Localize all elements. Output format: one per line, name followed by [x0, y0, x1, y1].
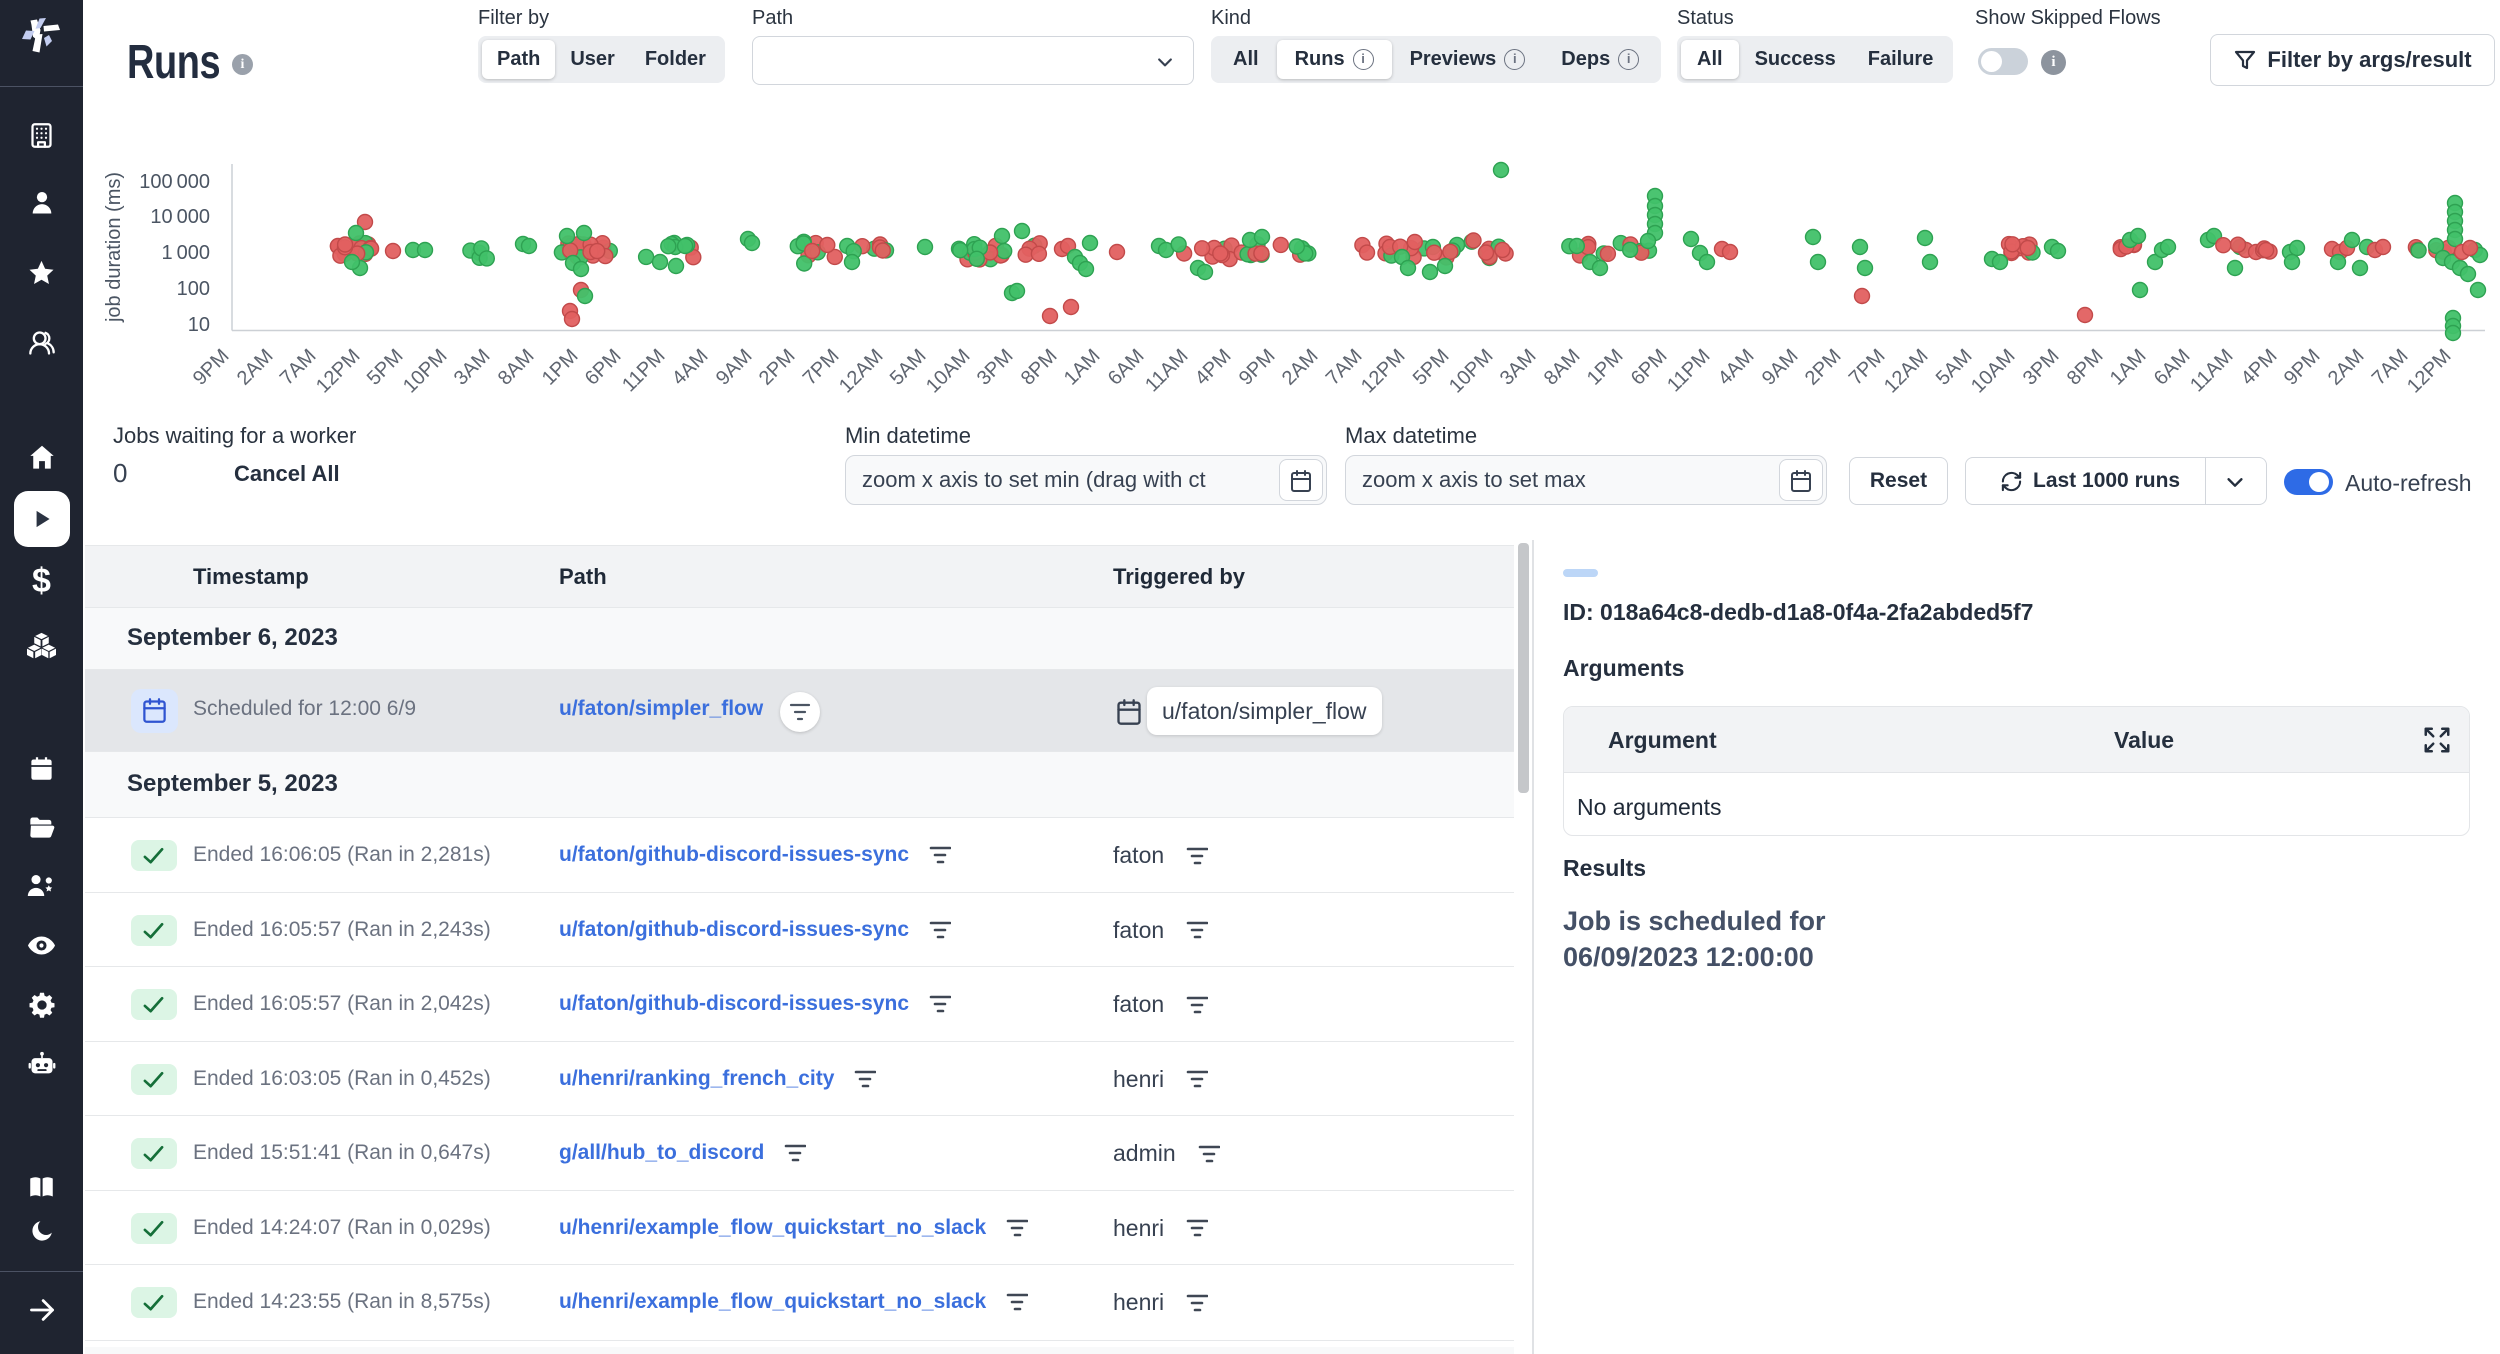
svg-text:12AM: 12AM: [835, 345, 888, 398]
svg-text:4AM: 4AM: [1714, 345, 1759, 390]
svg-text:11PM: 11PM: [618, 345, 669, 396]
svg-text:4AM: 4AM: [668, 345, 713, 390]
svg-text:10PM: 10PM: [1445, 345, 1498, 398]
svg-text:1PM: 1PM: [1583, 345, 1628, 390]
svg-text:8AM: 8AM: [1540, 345, 1585, 390]
svg-text:11AM: 11AM: [2186, 345, 2237, 396]
svg-text:1AM: 1AM: [1060, 345, 1105, 390]
svg-text:12PM: 12PM: [1357, 345, 1410, 398]
svg-text:9AM: 9AM: [1758, 345, 1803, 390]
svg-text:9AM: 9AM: [712, 345, 757, 390]
svg-text:2PM: 2PM: [1801, 345, 1846, 390]
svg-text:2AM: 2AM: [233, 345, 278, 390]
svg-text:10AM: 10AM: [1967, 345, 2020, 398]
svg-text:10 000: 10 000: [150, 206, 210, 228]
svg-text:9PM: 9PM: [1235, 345, 1280, 390]
svg-text:9PM: 9PM: [189, 345, 234, 390]
svg-text:8AM: 8AM: [494, 345, 539, 390]
svg-text:job duration (ms): job duration (ms): [103, 172, 125, 323]
svg-text:3PM: 3PM: [973, 345, 1018, 390]
svg-text:1 000: 1 000: [162, 242, 211, 264]
svg-text:3AM: 3AM: [1496, 345, 1541, 390]
svg-text:10AM: 10AM: [922, 345, 975, 398]
svg-text:2PM: 2PM: [755, 345, 800, 390]
svg-text:10PM: 10PM: [399, 345, 452, 398]
svg-text:10: 10: [188, 314, 210, 336]
svg-text:12PM: 12PM: [312, 345, 365, 398]
svg-text:4PM: 4PM: [2237, 345, 2282, 390]
svg-text:2AM: 2AM: [1278, 345, 1323, 390]
svg-text:12PM: 12PM: [2403, 345, 2456, 398]
svg-text:11PM: 11PM: [1663, 345, 1714, 396]
svg-text:1AM: 1AM: [2106, 345, 2151, 390]
svg-text:12AM: 12AM: [1880, 345, 1933, 398]
svg-text:4PM: 4PM: [1191, 345, 1236, 390]
svg-text:1PM: 1PM: [538, 345, 583, 390]
svg-text:9PM: 9PM: [2280, 345, 2325, 390]
svg-text:100: 100: [177, 278, 210, 300]
svg-text:8PM: 8PM: [1017, 345, 1062, 390]
svg-text:100 000: 100 000: [139, 171, 210, 193]
svg-text:2AM: 2AM: [2324, 345, 2369, 390]
svg-text:3PM: 3PM: [2019, 345, 2064, 390]
svg-text:11AM: 11AM: [1141, 345, 1192, 396]
svg-text:8PM: 8PM: [2063, 345, 2108, 390]
svg-text:3AM: 3AM: [450, 345, 495, 390]
